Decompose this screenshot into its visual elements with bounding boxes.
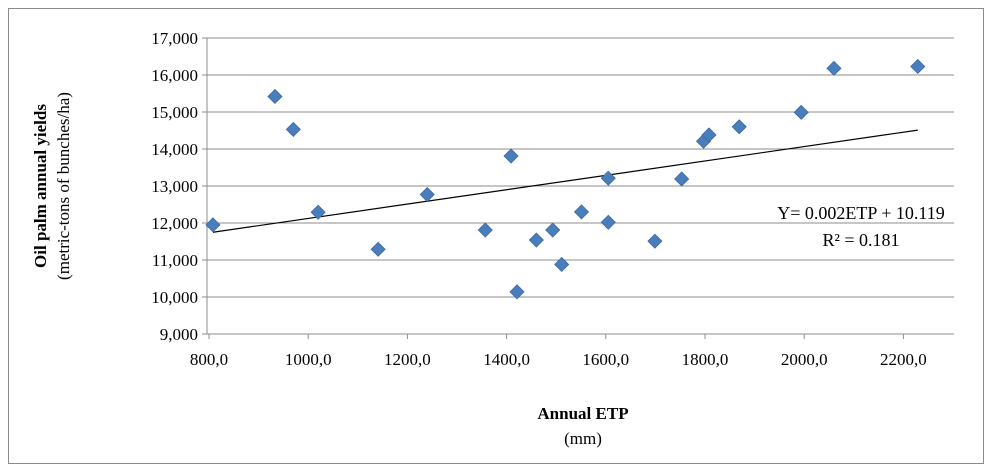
gridlines [207, 37, 954, 298]
data-point [528, 232, 544, 248]
data-point [554, 256, 570, 273]
x-tick-label: 800,0 [190, 350, 228, 369]
data-point [477, 222, 493, 238]
data-point [509, 284, 525, 300]
data-point [205, 217, 221, 233]
data-point [793, 104, 809, 120]
data-point [503, 148, 519, 164]
data-point [419, 186, 435, 203]
data-points [205, 58, 926, 300]
data-point [600, 170, 616, 186]
y-tick-label: 13,000 [151, 177, 198, 196]
data-point [545, 222, 561, 238]
y-tick-label: 16,000 [151, 66, 198, 85]
y-axis-unit: (metric-tons of bunches/ha) [54, 92, 73, 280]
data-point [731, 119, 747, 135]
x-tick-label: 2000,0 [781, 350, 828, 369]
y-tick-label: 15,000 [151, 103, 198, 122]
x-tick-label: 1400,0 [483, 350, 530, 369]
data-point [674, 171, 690, 187]
r-squared-label: R² = 0.181 [822, 230, 899, 250]
x-tick-labels: 800,0 1000,0 1200,0 1400,0 1600,0 1800,0 2000,… [190, 350, 927, 369]
y-tick-label: 10,000 [151, 288, 198, 307]
y-tick-labels: 9,000 10,000 11,000 12,000 13,000 14,000 15,00… [151, 29, 198, 344]
x-tick-label: 1600,0 [582, 350, 629, 369]
x-tick-label: 1800,0 [682, 350, 729, 369]
trendline [212, 129, 918, 233]
data-point [701, 127, 717, 143]
data-point [600, 214, 616, 230]
x-tick-label: 2200,0 [880, 350, 927, 369]
y-tick-label: 11,000 [152, 251, 198, 270]
data-point [573, 204, 590, 220]
data-point [310, 204, 326, 220]
data-point [647, 233, 663, 249]
x-axis-unit: (mm) [564, 429, 602, 448]
x-tick-label: 1000,0 [285, 350, 332, 369]
data-point [267, 88, 283, 105]
y-axis-title: Oil palm annual yields [31, 104, 50, 268]
y-tick-label: 12,000 [151, 214, 198, 233]
data-point [910, 58, 926, 75]
trendline-layer [212, 129, 918, 233]
x-axis-title: Annual ETP [537, 404, 628, 423]
data-point [285, 121, 301, 137]
chart-frame: 9,000 10,000 11,000 12,000 13,000 14,000 15,00… [8, 8, 984, 464]
data-point [826, 60, 842, 76]
y-tick-label: 14,000 [151, 140, 198, 159]
trendline-equation: Y= 0.002ETP + 10.119 [777, 203, 944, 223]
axes [202, 37, 954, 339]
x-tick-label: 1200,0 [384, 350, 431, 369]
scatter-chart: 9,000 10,000 11,000 12,000 13,000 14,000 15,00… [31, 29, 954, 448]
y-tick-label: 17,000 [151, 29, 198, 48]
data-point [370, 241, 386, 257]
y-tick-label: 9,000 [160, 325, 198, 344]
